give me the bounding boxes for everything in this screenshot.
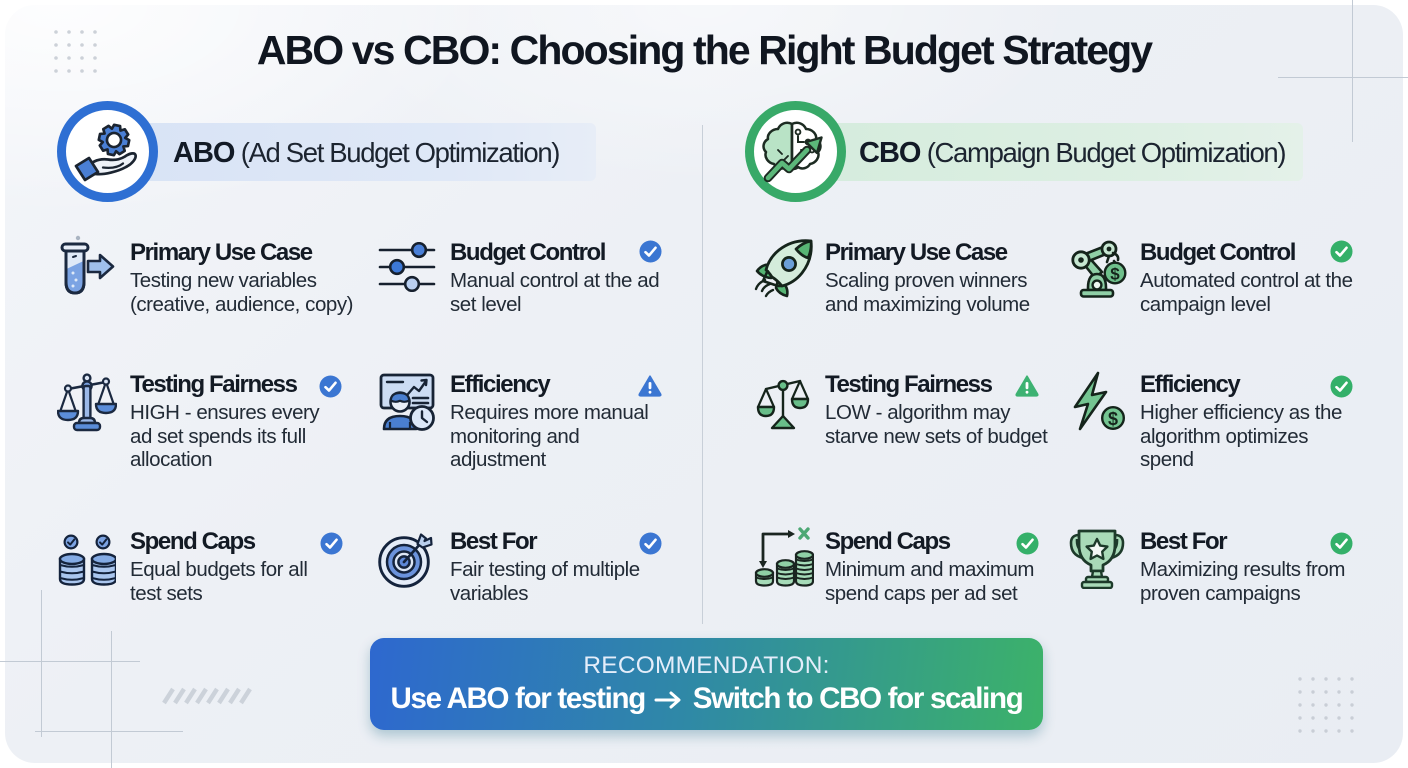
svg-text:$: $ [1110,265,1120,284]
svg-text:$: $ [1108,409,1118,429]
